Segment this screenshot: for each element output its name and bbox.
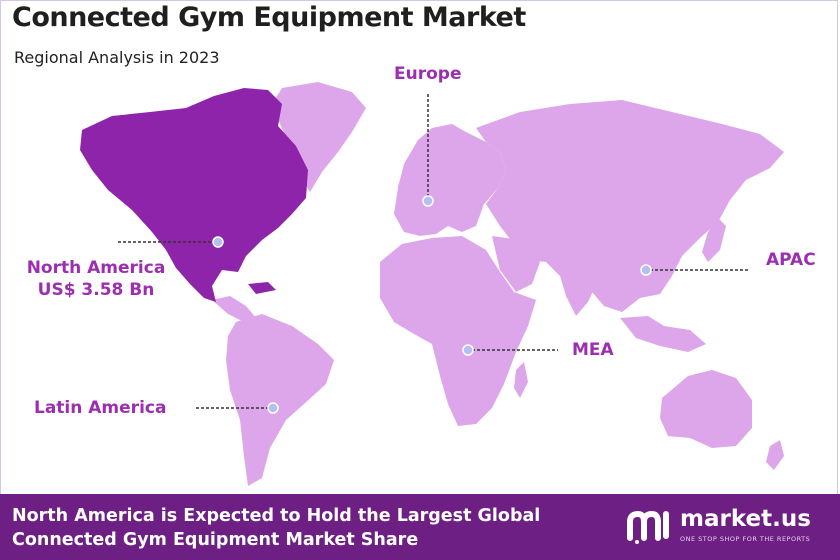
central-america-shape xyxy=(212,296,256,322)
caribbean-shape xyxy=(248,282,276,294)
greenland-shape xyxy=(272,82,366,192)
page-subtitle: Regional Analysis in 2023 xyxy=(14,48,220,67)
uk-shape xyxy=(398,168,412,200)
europe-label: Europe xyxy=(394,64,462,84)
footer-banner: North America is Expected to Hold the La… xyxy=(0,494,840,560)
north-america-shape xyxy=(80,88,308,302)
latin-america-marker xyxy=(267,402,279,414)
sea-islands-shape xyxy=(620,316,706,352)
japan-shape xyxy=(702,218,726,262)
europe-marker xyxy=(422,195,434,207)
north-america-label: North America US$ 3.58 Bn xyxy=(14,258,178,300)
mea-marker xyxy=(462,344,474,356)
mea-label: MEA xyxy=(572,340,614,360)
brand-tagline: ONE STOP SHOP FOR THE REPORTS xyxy=(680,535,811,543)
page-title: Connected Gym Equipment Market xyxy=(12,2,526,33)
footer-line-1: North America is Expected to Hold the La… xyxy=(12,506,541,526)
madagascar-shape xyxy=(514,362,528,398)
world-map xyxy=(80,82,784,486)
map-frame xyxy=(0,0,838,494)
brand-name: market.us xyxy=(680,506,811,532)
apac-label: APAC xyxy=(766,250,816,270)
asia-shape xyxy=(476,100,784,312)
footer-line-2: Connected Gym Equipment Market Share xyxy=(12,530,419,550)
apac-marker xyxy=(640,264,652,276)
south-america-shape xyxy=(226,314,334,486)
latin-america-label: Latin America xyxy=(34,398,167,418)
africa-shape xyxy=(380,236,536,426)
market-us-logo-icon xyxy=(627,510,669,544)
north-america-marker xyxy=(212,236,224,248)
australia-shape xyxy=(660,370,752,448)
footer-text: North America is Expected to Hold the La… xyxy=(12,504,540,552)
india-shape xyxy=(556,260,600,316)
north-america-name: North America xyxy=(26,258,166,278)
arabia-shape xyxy=(492,236,540,292)
europe-shape xyxy=(394,124,506,236)
new-zealand-shape xyxy=(766,440,784,470)
brand-logo: market.us ONE STOP SHOP FOR THE REPORTS xyxy=(626,504,832,550)
north-america-value: US$ 3.58 Bn xyxy=(37,280,155,300)
